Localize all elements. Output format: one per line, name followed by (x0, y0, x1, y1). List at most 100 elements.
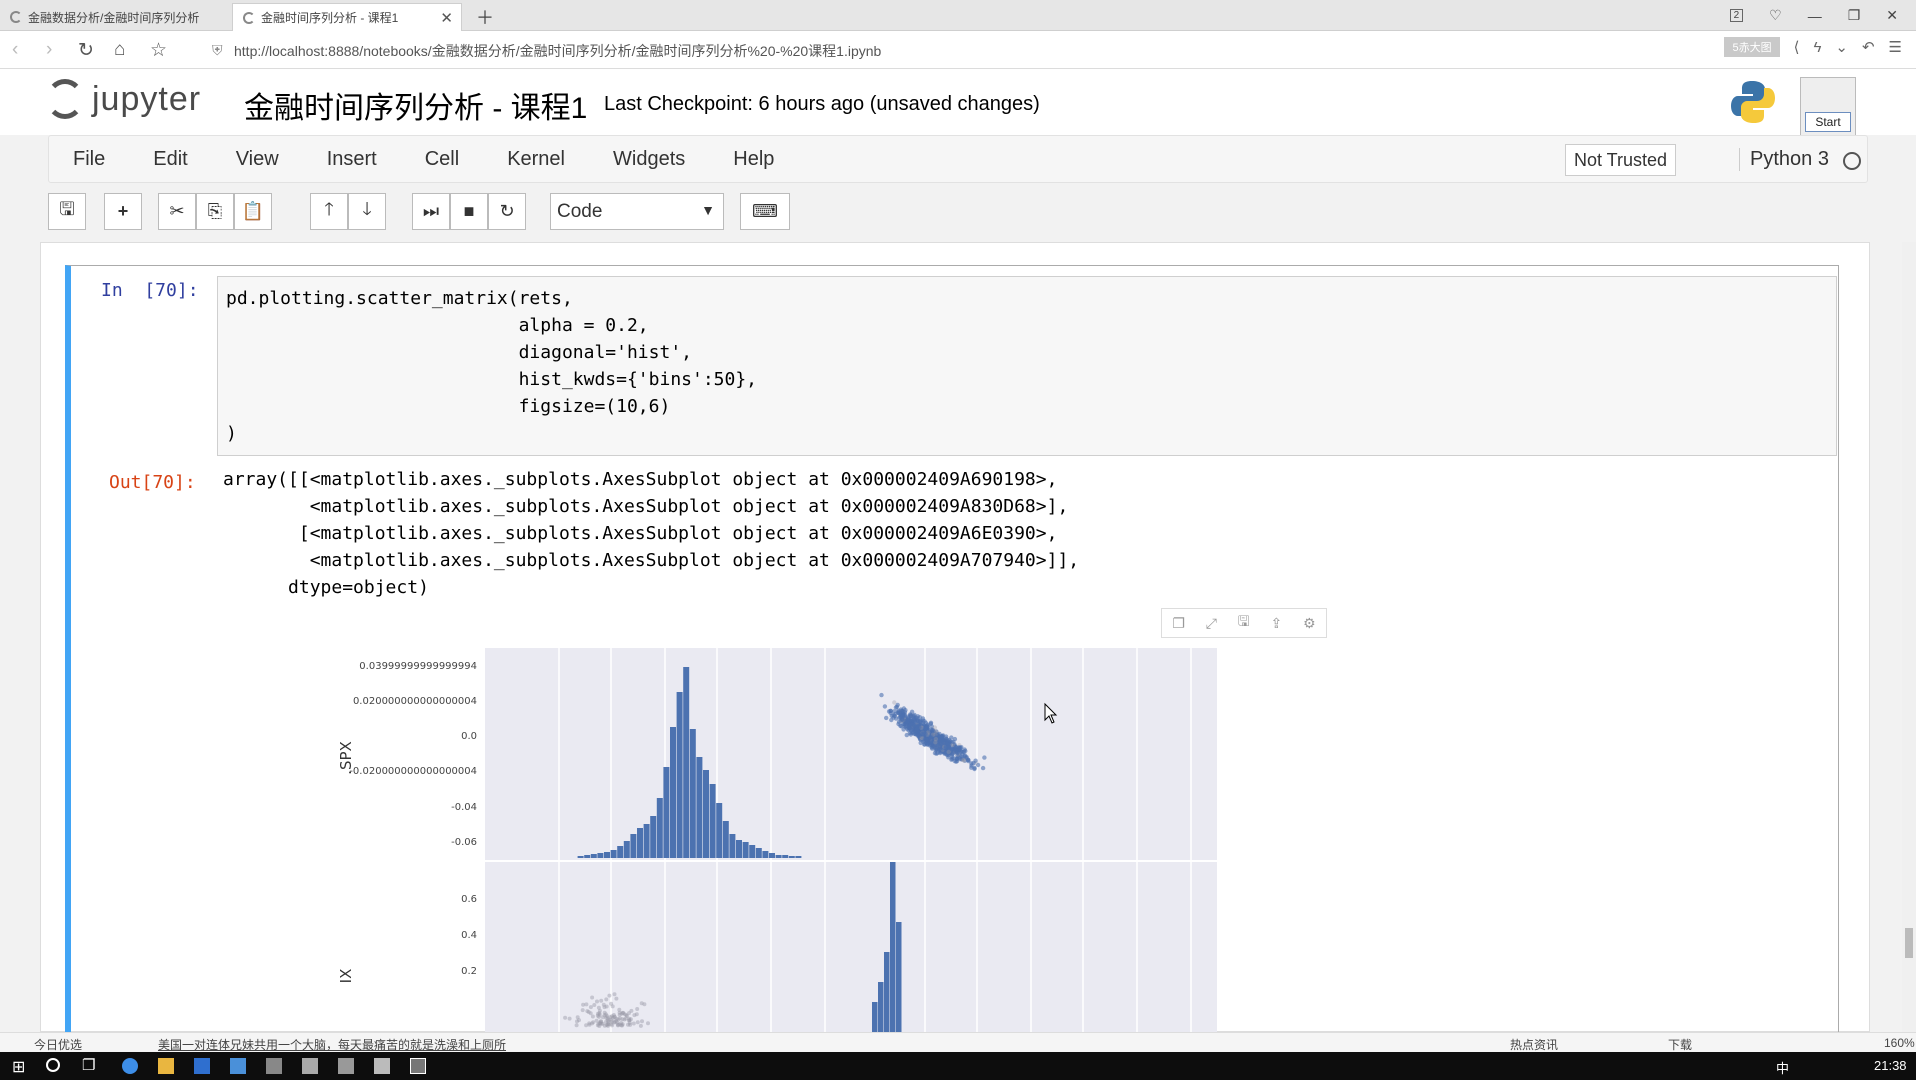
start-button[interactable]: Start (1805, 112, 1851, 132)
menu-view[interactable]: View (235, 147, 279, 170)
jupyter-logo[interactable]: jupyter (46, 79, 201, 119)
bookmark-star-icon[interactable]: ☆ (150, 40, 168, 61)
ime-language[interactable]: 中 (1776, 1061, 1790, 1076)
scatter-point (600, 1021, 605, 1026)
scatter-point (577, 1018, 581, 1023)
cut-icon[interactable]: ✂ (158, 193, 196, 230)
scatter-point (928, 734, 933, 740)
histogram-bar (795, 856, 802, 858)
menu-cell[interactable]: Cell (424, 147, 460, 170)
menu-insert[interactable]: Insert (326, 147, 377, 170)
refresh-icon[interactable]: ↻ (78, 40, 94, 61)
paste-icon[interactable]: 📋 (234, 193, 272, 230)
expand-icon[interactable]: ⤢ (1205, 614, 1217, 631)
hot-news-link[interactable]: 热点资讯 (1510, 1038, 1559, 1052)
url-field[interactable]: http://localhost:8888/notebooks/金融数据分析/金… (234, 43, 882, 59)
download-link[interactable]: 下载 (1668, 1038, 1693, 1052)
insert-cell-icon[interactable]: + (104, 193, 142, 230)
histogram-bar (630, 834, 637, 858)
app-icon[interactable] (266, 1058, 282, 1074)
home-icon[interactable]: ⌂ (114, 39, 126, 60)
menu-help[interactable]: Help (733, 147, 775, 170)
windows-start-icon[interactable]: ⊞ (12, 1059, 26, 1076)
histogram-bar (623, 841, 630, 858)
scatter-point (616, 1023, 620, 1028)
histogram-bar (689, 729, 696, 858)
cell-type-select[interactable]: Code ▼ (550, 193, 724, 230)
scatter-point (924, 737, 929, 742)
gear-icon[interactable]: ⚙ (1303, 614, 1316, 631)
undo-icon[interactable]: ↶ (1861, 39, 1875, 56)
scatter-point (623, 1016, 628, 1021)
forward-icon[interactable]: › (46, 39, 53, 60)
restore-icon[interactable]: ❐ (1847, 7, 1861, 23)
restart-icon[interactable]: ↻ (488, 193, 526, 230)
app-icon[interactable] (194, 1058, 210, 1074)
back-icon[interactable]: ‹ (12, 39, 19, 60)
scatter-point (628, 1017, 633, 1022)
app-icon[interactable] (230, 1058, 246, 1074)
zoom-level[interactable]: 160% (1884, 1036, 1915, 1050)
scatter-point (949, 752, 955, 757)
cursor-icon (1044, 702, 1058, 724)
app-icon[interactable] (374, 1058, 390, 1074)
start-widget[interactable]: Start (1800, 77, 1856, 137)
menu-widgets[interactable]: Widgets (613, 147, 686, 170)
share-icon[interactable]: ⇪ (1270, 614, 1283, 631)
close-tab-icon[interactable]: ✕ (440, 9, 453, 27)
browser-app-icon[interactable] (122, 1058, 138, 1074)
scatter-point (620, 1023, 625, 1028)
code-cell[interactable]: In [70]: pd.plotting.scatter_matrix(rets… (65, 265, 1839, 1038)
histogram-bar (656, 798, 663, 858)
scatter-point (617, 1007, 622, 1012)
move-up-icon[interactable]: 🡑 (310, 193, 348, 230)
close-window-icon[interactable]: ✕ (1886, 7, 1898, 23)
new-tab-icon[interactable]: ＋ (476, 8, 494, 28)
browser-tab-active[interactable]: 金融时间序列分析 - 课程1 ✕ (232, 3, 462, 31)
app-icon[interactable] (338, 1058, 354, 1074)
not-trusted-button[interactable]: Not Trusted (1565, 144, 1677, 176)
move-down-icon[interactable]: 🡓 (348, 193, 386, 230)
lightning-icon[interactable]: ϟ (1813, 38, 1822, 56)
news-ticker-link[interactable]: 美国一对连体兄妹共用一个大脑，每天最痛苦的就是洗澡和上厕所 (158, 1038, 507, 1052)
minimize-icon[interactable]: — (1807, 7, 1822, 24)
scatter-point (598, 1019, 603, 1024)
stop-icon[interactable]: ■ (450, 193, 488, 230)
jupyter-logo-icon (46, 79, 84, 119)
page-scrollbar[interactable] (1902, 242, 1916, 1032)
menu-kernel[interactable]: Kernel (507, 147, 565, 170)
chevron-down-icon[interactable]: ⌄ (1835, 39, 1848, 56)
browser-tab[interactable]: 金融数据分析/金融时间序列分析 (0, 3, 230, 31)
extension-badge[interactable]: 5赤大图 (1724, 37, 1780, 57)
scatter-point (942, 751, 947, 756)
scatter-point (614, 996, 619, 1001)
save-icon[interactable]: 🖫 (1237, 613, 1250, 629)
save-icon[interactable]: 🖫 (48, 193, 86, 230)
task-view-icon[interactable]: ❐ (82, 1057, 96, 1074)
menu-file[interactable]: File (73, 147, 106, 170)
file-explorer-icon[interactable] (158, 1058, 174, 1074)
page-count-badge[interactable]: 2 (1729, 9, 1744, 22)
code-editor[interactable]: pd.plotting.scatter_matrix(rets, alpha =… (217, 276, 1837, 456)
share-icon[interactable]: ⟨ (1793, 39, 1800, 56)
menu-icon[interactable]: ☰ (1888, 39, 1902, 56)
scatter-point (606, 1022, 611, 1027)
histogram-bar (769, 853, 775, 858)
notebook-title[interactable]: 金融时间序列分析 - 课程1 (244, 92, 588, 125)
copy-icon[interactable]: ⎘ (196, 193, 234, 230)
copy-icon[interactable]: ❐ (1172, 614, 1185, 631)
search-icon[interactable] (46, 1058, 60, 1072)
histogram-bar (597, 853, 604, 858)
today-picks[interactable]: 今日优选 (34, 1038, 83, 1052)
favorites-icon[interactable]: ♡ (1769, 7, 1782, 23)
menu-edit[interactable]: Edit (153, 147, 188, 170)
scatter-vix-spx (563, 992, 650, 1028)
scrollbar-thumb[interactable] (1905, 928, 1913, 958)
app-icon-active[interactable] (410, 1058, 426, 1074)
app-icon[interactable] (302, 1058, 318, 1074)
code-text[interactable]: pd.plotting.scatter_matrix(rets, alpha =… (226, 288, 758, 444)
scatter-point (602, 1010, 607, 1015)
scatter-point (602, 1005, 607, 1010)
keyboard-icon[interactable]: ⌨ (740, 193, 790, 230)
run-icon[interactable]: ⏭ (412, 193, 450, 230)
